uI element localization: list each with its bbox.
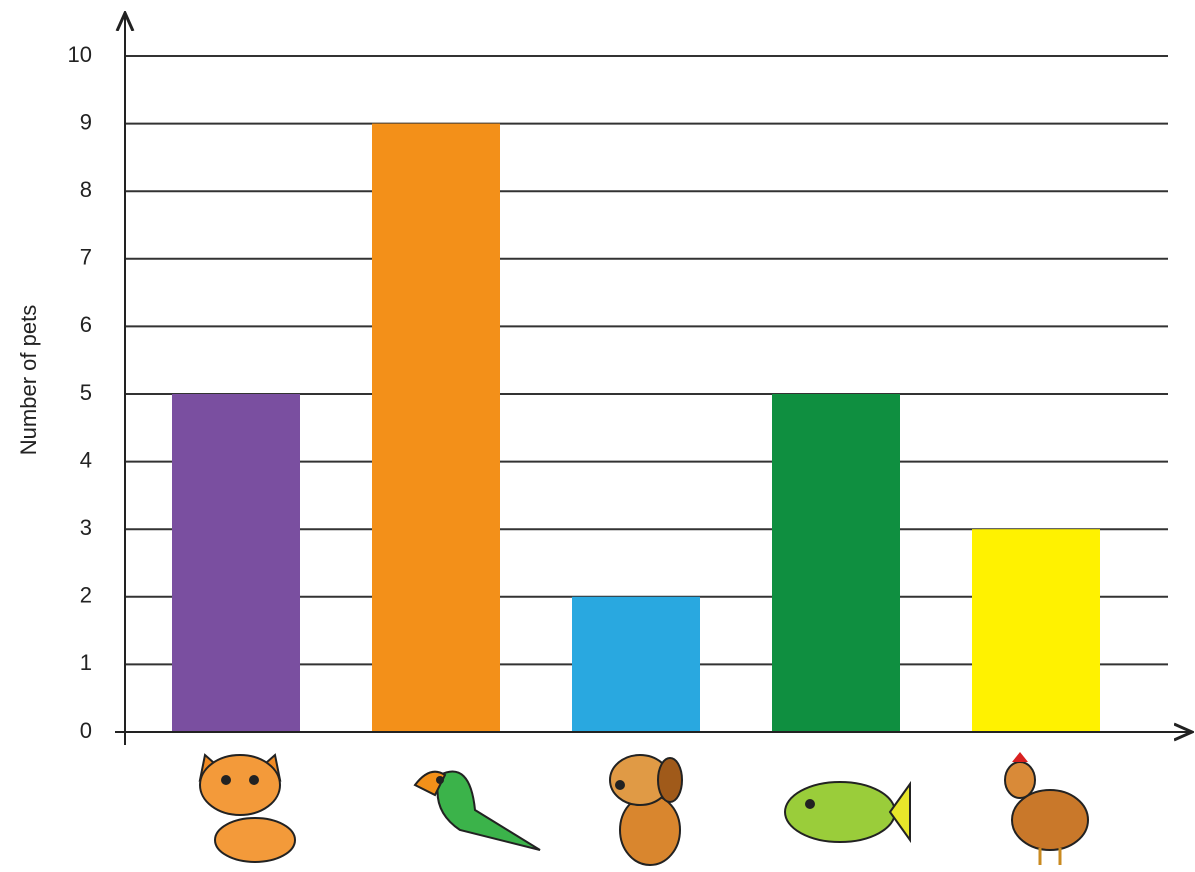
y-tick-label: 6 bbox=[80, 312, 92, 337]
y-tick-label: 4 bbox=[80, 447, 92, 472]
parrot-icon bbox=[413, 770, 541, 851]
cat-icon bbox=[198, 753, 296, 863]
y-tick-label: 0 bbox=[80, 718, 92, 743]
y-tick-label: 9 bbox=[80, 109, 92, 134]
bar bbox=[772, 394, 900, 732]
bar bbox=[972, 529, 1100, 732]
plot-area: 0 1 2 3 4 5 6 7 8 9 10 bbox=[68, 42, 1168, 743]
y-tick-label: 8 bbox=[80, 177, 92, 202]
y-tick-label: 5 bbox=[80, 380, 92, 405]
bar bbox=[372, 123, 500, 733]
y-tick-label: 7 bbox=[80, 245, 92, 270]
y-tick-label: 2 bbox=[80, 583, 92, 608]
fish-icon bbox=[784, 780, 911, 844]
dog-icon bbox=[609, 754, 683, 866]
bar bbox=[572, 596, 700, 732]
y-axis-label: Number of pets bbox=[16, 305, 41, 455]
y-tick-label: 3 bbox=[80, 515, 92, 540]
y-tick-label: 1 bbox=[80, 650, 92, 675]
hen-icon bbox=[1004, 752, 1089, 865]
y-tick-label: 10 bbox=[68, 42, 92, 67]
bar bbox=[172, 394, 300, 732]
